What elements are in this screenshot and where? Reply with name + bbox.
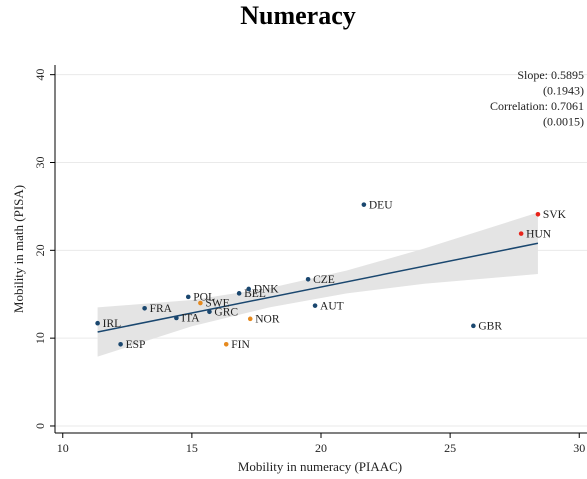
point: [223, 341, 229, 347]
x-axis-label: Mobility in numeracy (PIAAC): [238, 459, 402, 474]
point: [361, 202, 367, 207]
point-label: CZE: [313, 274, 335, 286]
point-label: AUT: [320, 300, 344, 312]
point-label: SWE: [205, 298, 229, 310]
x-tick-label: 25: [444, 441, 456, 455]
point-label: IRL: [103, 318, 122, 330]
point: [236, 291, 242, 296]
point: [95, 320, 100, 326]
point-label: POL: [193, 292, 215, 304]
point: [198, 300, 203, 306]
point: [142, 305, 147, 311]
y-tick-label: 40: [33, 69, 47, 81]
point: [118, 341, 123, 347]
point-label: DNK: [254, 284, 280, 296]
x-tick-label: 30: [573, 441, 585, 455]
annotation: (0.0015): [543, 114, 584, 128]
point: [535, 212, 541, 217]
point-label: FRA: [150, 303, 173, 315]
point-label: GRC: [214, 306, 238, 318]
point-label: NOR: [255, 313, 280, 325]
point: [174, 315, 179, 321]
point: [518, 231, 524, 236]
fit-line: [97, 242, 539, 333]
point: [185, 294, 191, 300]
y-tick-label: 30: [33, 156, 47, 168]
point-label: DEU: [369, 199, 393, 211]
point-label: GBR: [478, 320, 502, 332]
point: [312, 303, 318, 308]
x-tick-label: 20: [315, 441, 327, 455]
point-label: FIN: [231, 339, 250, 351]
point-label: ITA: [181, 313, 200, 325]
annotation: Correlation: 0.7061: [490, 99, 584, 113]
y-tick-label: 10: [33, 332, 47, 344]
x-tick-label: 15: [186, 441, 198, 455]
point: [207, 309, 212, 315]
x-tick-label: 10: [57, 441, 69, 455]
confidence-band: [97, 212, 538, 357]
y-axis-label: Mobility in math (PISA): [11, 185, 26, 313]
point-label: HUN: [526, 228, 552, 240]
annotation: Slope: 0.5895: [517, 68, 584, 82]
point: [305, 277, 311, 282]
chart-title: Numeracy: [240, 1, 356, 30]
point-label: SVK: [543, 209, 567, 221]
point-label: ESP: [126, 339, 146, 351]
y-tick-label: 20: [33, 244, 47, 256]
y-tick-label: 0: [33, 423, 47, 429]
point: [246, 286, 251, 292]
annotation: (0.1943): [543, 83, 584, 97]
point: [471, 323, 476, 329]
point: [247, 316, 253, 322]
